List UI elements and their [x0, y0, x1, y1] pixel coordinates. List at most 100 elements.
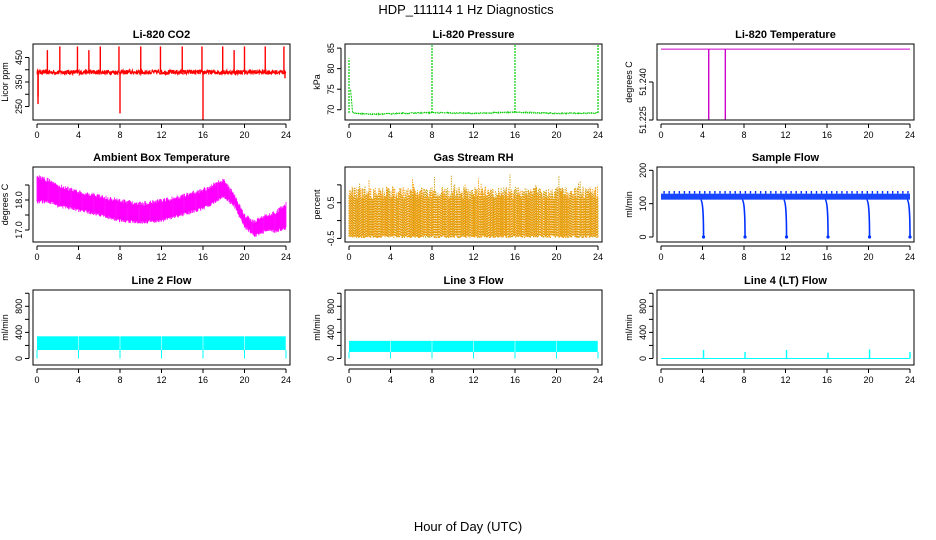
x-tick-label: 16 — [510, 252, 520, 262]
y-tick-label: 0 — [638, 234, 648, 239]
panel-title: Line 3 Flow — [444, 275, 504, 287]
x-tick-label: 16 — [822, 252, 832, 262]
x-tick-label: 4 — [76, 252, 81, 262]
figure-x-axis-label: Hour of Day (UTC) — [414, 519, 522, 534]
y-tick-label: 0 — [638, 356, 648, 361]
x-tick-label: 8 — [741, 252, 746, 262]
x-tick-label: 20 — [239, 252, 249, 262]
x-axis: 0 4 8 12 16 20 24 — [346, 245, 603, 262]
x-tick-label: 0 — [346, 252, 351, 262]
x-tick-label: 0 — [658, 130, 663, 140]
y-axis: 70 75 80 85 — [326, 43, 342, 115]
x-tick-label: 24 — [593, 375, 603, 385]
x-tick-label: 16 — [198, 375, 208, 385]
x-tick-label: 0 — [34, 375, 39, 385]
x-tick-label: 12 — [780, 252, 790, 262]
x-tick-label: 4 — [76, 130, 81, 140]
x-tick-label: 12 — [780, 130, 790, 140]
y-axis-label: kPa — [312, 74, 322, 90]
chart-panel: Ambient Box Temperature degrees C 0 4 8 12 16 2… — [0, 152, 291, 262]
x-tick-label: 8 — [117, 375, 122, 385]
x-tick-label: 4 — [700, 252, 705, 262]
x-axis: 0 4 8 12 16 20 24 — [658, 368, 915, 385]
x-tick-label: 4 — [388, 130, 393, 140]
x-tick-label: 20 — [239, 130, 249, 140]
chart-panel: Line 3 Flow ml/min 0 4 8 12 16 20 24 0 400 800 — [312, 275, 603, 385]
y-axis-label: degrees C — [0, 183, 10, 225]
spike-mark — [782, 198, 788, 238]
x-tick-label: 12 — [780, 375, 790, 385]
x-tick-label: 20 — [551, 130, 561, 140]
x-tick-label: 12 — [468, 130, 478, 140]
panel-title: Li-820 Temperature — [735, 29, 836, 41]
panel-title: Gas Stream RH — [433, 152, 513, 164]
x-tick-label: 24 — [281, 375, 291, 385]
x-tick-label: 4 — [700, 375, 705, 385]
x-tick-label: 20 — [863, 252, 873, 262]
chart-panel: Line 2 Flow ml/min 0 4 8 12 16 20 24 0 400 800 — [0, 275, 291, 385]
y-tick-label: 450 — [14, 50, 24, 65]
panel-title: Li-820 Pressure — [433, 29, 515, 41]
series-marks — [36, 175, 287, 237]
y-tick-label: 800 — [638, 299, 648, 314]
x-tick-label: 20 — [551, 375, 561, 385]
panel-title: Line 2 Flow — [132, 275, 192, 287]
series-marks — [348, 44, 599, 116]
x-axis: 0 4 8 12 16 20 24 — [658, 123, 915, 140]
x-tick-label: 8 — [117, 252, 122, 262]
x-tick-label: 20 — [863, 130, 873, 140]
x-tick-label: 12 — [468, 252, 478, 262]
y-axis-label: percent — [312, 189, 322, 220]
y-tick-label: 75 — [326, 84, 336, 94]
x-axis: 0 4 8 12 16 20 24 — [658, 245, 915, 262]
spike-mark — [826, 235, 830, 239]
x-tick-label: 4 — [388, 252, 393, 262]
x-tick-label: 20 — [863, 375, 873, 385]
x-tick-label: 0 — [346, 375, 351, 385]
x-tick-label: 24 — [905, 252, 915, 262]
x-tick-label: 8 — [117, 130, 122, 140]
y-axis-label: ml/min — [0, 314, 10, 341]
chart-panel: Li-820 Temperature degrees C 0 4 8 12 16 20 24 51… — [624, 29, 915, 140]
panel-title: Li-820 CO2 — [133, 29, 190, 41]
spike-mark — [701, 235, 706, 239]
spike-mark — [906, 198, 911, 238]
y-axis-label: ml/min — [624, 191, 634, 218]
x-tick-label: 24 — [281, 252, 291, 262]
x-tick-label: 16 — [198, 252, 208, 262]
y-tick-label: 800 — [326, 299, 336, 314]
y-tick-label: 800 — [14, 299, 24, 314]
chart-panel: Li-820 CO2 Licor ppm 0 4 8 12 16 20 24 250 350 450 — [0, 29, 291, 140]
band-mark — [661, 193, 910, 200]
plot-frame — [344, 289, 603, 366]
spike-mark — [784, 235, 789, 239]
x-tick-label: 0 — [34, 130, 39, 140]
y-axis: 0 100 200 — [638, 163, 654, 240]
x-tick-label: 24 — [593, 252, 603, 262]
plot-frame — [656, 166, 915, 243]
y-axis: 0 400 800 — [326, 292, 342, 361]
y-tick-label: 70 — [326, 105, 336, 115]
series-marks — [661, 349, 911, 359]
y-axis-label: ml/min — [624, 314, 634, 341]
spike-mark — [741, 198, 746, 238]
x-tick-label: 8 — [429, 375, 434, 385]
panel-title: Sample Flow — [752, 152, 820, 164]
chart-panel: Li-820 Pressure kPa 0 4 8 12 16 20 24 70 75 80 85 — [312, 29, 603, 140]
y-axis: 0 400 800 — [14, 292, 30, 361]
y-axis-label: Licor ppm — [0, 62, 10, 102]
x-tick-label: 20 — [239, 375, 249, 385]
x-axis: 0 4 8 12 16 20 24 — [34, 245, 291, 262]
series-marks — [348, 340, 599, 359]
x-tick-label: 16 — [822, 375, 832, 385]
plot-frame — [656, 43, 915, 121]
x-tick-label: 4 — [700, 130, 705, 140]
y-tick-label: 400 — [14, 325, 24, 340]
x-tick-label: 8 — [741, 375, 746, 385]
figure-title: HDP_111114 1 Hz Diagnostics — [378, 2, 554, 17]
y-tick-label: 100 — [638, 196, 648, 211]
series-marks — [36, 46, 287, 120]
series-marks — [661, 48, 910, 120]
chart-panel: Sample Flow ml/min 0 4 8 12 16 20 24 0 100 200 — [624, 152, 915, 262]
